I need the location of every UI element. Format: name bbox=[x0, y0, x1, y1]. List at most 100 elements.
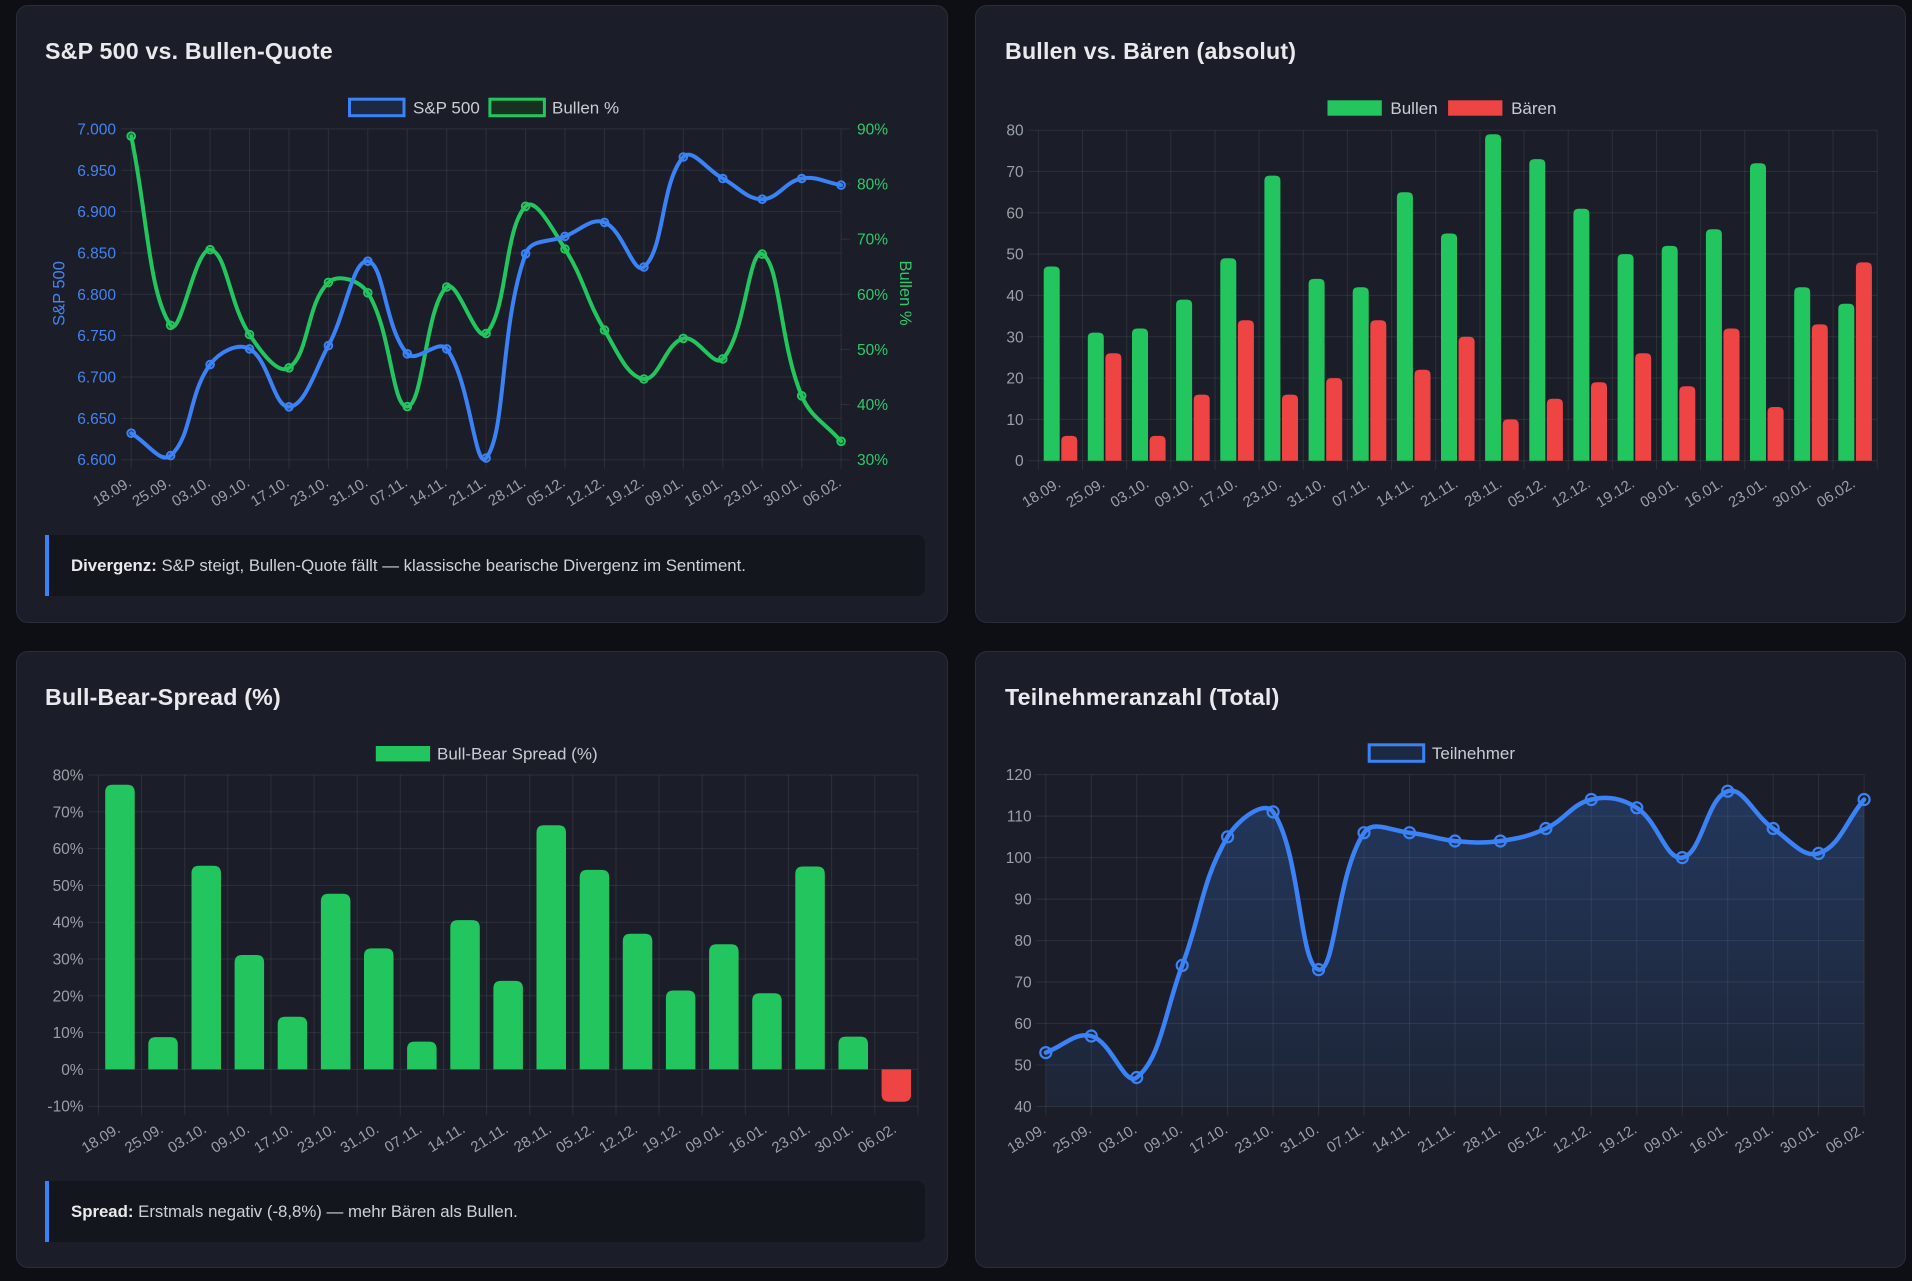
svg-text:12.12.: 12.12. bbox=[596, 1120, 640, 1156]
svg-text:10: 10 bbox=[1006, 412, 1024, 429]
svg-text:06.02.: 06.02. bbox=[1814, 475, 1858, 511]
svg-text:09.01.: 09.01. bbox=[1641, 1120, 1685, 1156]
svg-text:25.09.: 25.09. bbox=[1050, 1120, 1094, 1156]
svg-text:12.12.: 12.12. bbox=[1550, 1120, 1594, 1156]
svg-text:06.02.: 06.02. bbox=[855, 1120, 899, 1156]
svg-text:31.10.: 31.10. bbox=[338, 1120, 382, 1156]
svg-text:60: 60 bbox=[1006, 205, 1024, 222]
svg-text:19.12.: 19.12. bbox=[603, 474, 647, 510]
svg-text:31.10.: 31.10. bbox=[1277, 1120, 1321, 1156]
svg-text:09.10.: 09.10. bbox=[208, 474, 252, 510]
svg-text:07.11.: 07.11. bbox=[1324, 1120, 1367, 1156]
svg-text:70%: 70% bbox=[857, 232, 888, 249]
svg-text:23.10.: 23.10. bbox=[287, 474, 331, 510]
svg-text:05.12.: 05.12. bbox=[1505, 475, 1549, 511]
svg-text:03.10.: 03.10. bbox=[1108, 475, 1152, 511]
svg-text:80%: 80% bbox=[857, 177, 888, 194]
svg-text:14.11.: 14.11. bbox=[1373, 475, 1416, 511]
svg-text:23.10.: 23.10. bbox=[1240, 475, 1284, 511]
svg-text:S&P 500: S&P 500 bbox=[51, 261, 69, 326]
svg-text:6.950: 6.950 bbox=[77, 163, 116, 180]
svg-text:16.01.: 16.01. bbox=[1687, 1120, 1731, 1156]
svg-text:Bull-Bear Spread (%): Bull-Bear Spread (%) bbox=[437, 744, 598, 763]
svg-text:14.11.: 14.11. bbox=[406, 474, 449, 510]
svg-text:40%: 40% bbox=[857, 397, 888, 414]
svg-text:31.10.: 31.10. bbox=[1284, 475, 1328, 511]
svg-text:09.10.: 09.10. bbox=[1152, 475, 1196, 511]
svg-text:6.750: 6.750 bbox=[77, 328, 116, 345]
svg-text:110: 110 bbox=[1007, 808, 1032, 825]
svg-text:09.01.: 09.01. bbox=[1637, 475, 1681, 511]
svg-text:60%: 60% bbox=[53, 841, 84, 858]
svg-text:90: 90 bbox=[1014, 891, 1032, 908]
svg-text:120: 120 bbox=[1006, 767, 1032, 784]
svg-text:6.800: 6.800 bbox=[77, 287, 116, 304]
svg-text:23.10.: 23.10. bbox=[294, 1120, 338, 1156]
svg-text:25.09.: 25.09. bbox=[1063, 475, 1107, 511]
svg-text:20%: 20% bbox=[53, 988, 84, 1005]
svg-text:09.10.: 09.10. bbox=[1141, 1120, 1185, 1156]
svg-text:90%: 90% bbox=[857, 121, 888, 138]
svg-text:03.10.: 03.10. bbox=[169, 474, 213, 510]
svg-text:28.11.: 28.11. bbox=[511, 1120, 554, 1156]
svg-text:21.11.: 21.11. bbox=[468, 1120, 511, 1156]
svg-text:03.10.: 03.10. bbox=[1096, 1120, 1140, 1156]
svg-text:07.11.: 07.11. bbox=[382, 1120, 425, 1156]
svg-text:40: 40 bbox=[1006, 288, 1024, 305]
svg-text:28.11.: 28.11. bbox=[485, 474, 528, 510]
svg-text:21.11.: 21.11. bbox=[1418, 475, 1461, 511]
svg-text:18.09.: 18.09. bbox=[1005, 1120, 1049, 1156]
svg-text:6.600: 6.600 bbox=[77, 452, 116, 469]
svg-text:23.01.: 23.01. bbox=[1726, 475, 1770, 511]
svg-text:Bären: Bären bbox=[1511, 99, 1556, 118]
svg-text:6.900: 6.900 bbox=[77, 204, 116, 221]
svg-text:Bullen: Bullen bbox=[1390, 99, 1437, 118]
svg-text:50: 50 bbox=[1006, 247, 1024, 264]
svg-text:18.09.: 18.09. bbox=[1019, 475, 1063, 511]
svg-text:30.01.: 30.01. bbox=[1777, 1120, 1821, 1156]
svg-text:05.12.: 05.12. bbox=[553, 1120, 597, 1156]
svg-text:07.11.: 07.11. bbox=[1329, 475, 1372, 511]
svg-text:7.000: 7.000 bbox=[77, 121, 116, 138]
svg-text:30%: 30% bbox=[857, 452, 888, 469]
svg-text:19.12.: 19.12. bbox=[640, 1120, 684, 1156]
svg-text:21.11.: 21.11. bbox=[1415, 1120, 1458, 1156]
svg-text:23.01.: 23.01. bbox=[1732, 1120, 1776, 1156]
svg-text:70: 70 bbox=[1014, 974, 1032, 991]
svg-text:09.10.: 09.10. bbox=[208, 1120, 252, 1156]
svg-text:6.650: 6.650 bbox=[77, 411, 116, 428]
svg-text:60: 60 bbox=[1014, 1016, 1032, 1033]
svg-text:50: 50 bbox=[1014, 1057, 1032, 1074]
svg-text:Bullen %: Bullen % bbox=[552, 98, 619, 117]
svg-text:25.09.: 25.09. bbox=[129, 474, 173, 510]
svg-text:28.11.: 28.11. bbox=[1462, 475, 1505, 511]
svg-text:16.01.: 16.01. bbox=[726, 1120, 770, 1156]
svg-text:40%: 40% bbox=[53, 914, 84, 931]
svg-text:14.11.: 14.11. bbox=[425, 1120, 468, 1156]
svg-text:80%: 80% bbox=[53, 767, 84, 784]
svg-text:19.12.: 19.12. bbox=[1593, 475, 1637, 511]
svg-text:30.01.: 30.01. bbox=[812, 1120, 856, 1156]
svg-text:18.09.: 18.09. bbox=[79, 1120, 123, 1156]
svg-text:100: 100 bbox=[1006, 850, 1032, 867]
svg-text:12.12.: 12.12. bbox=[1549, 475, 1593, 511]
svg-text:25.09.: 25.09. bbox=[122, 1120, 166, 1156]
svg-text:70%: 70% bbox=[53, 804, 84, 821]
svg-text:05.12.: 05.12. bbox=[1505, 1120, 1549, 1156]
svg-text:05.12.: 05.12. bbox=[524, 474, 568, 510]
svg-text:23.01.: 23.01. bbox=[769, 1120, 813, 1156]
svg-text:80: 80 bbox=[1006, 123, 1024, 140]
svg-text:09.01.: 09.01. bbox=[683, 1120, 727, 1156]
svg-text:06.02.: 06.02. bbox=[1823, 1120, 1867, 1156]
svg-text:31.10.: 31.10. bbox=[327, 474, 371, 510]
svg-text:03.10.: 03.10. bbox=[165, 1120, 209, 1156]
svg-text:21.11.: 21.11. bbox=[446, 474, 489, 510]
svg-text:23.10.: 23.10. bbox=[1232, 1120, 1276, 1156]
svg-text:50%: 50% bbox=[53, 877, 84, 894]
svg-text:17.10.: 17.10. bbox=[1196, 475, 1240, 511]
svg-text:06.02.: 06.02. bbox=[800, 474, 844, 510]
svg-text:20: 20 bbox=[1006, 371, 1024, 388]
svg-text:12.12.: 12.12. bbox=[563, 474, 607, 510]
svg-text:Bullen %: Bullen % bbox=[896, 260, 914, 325]
svg-text:18.09.: 18.09. bbox=[90, 474, 134, 510]
